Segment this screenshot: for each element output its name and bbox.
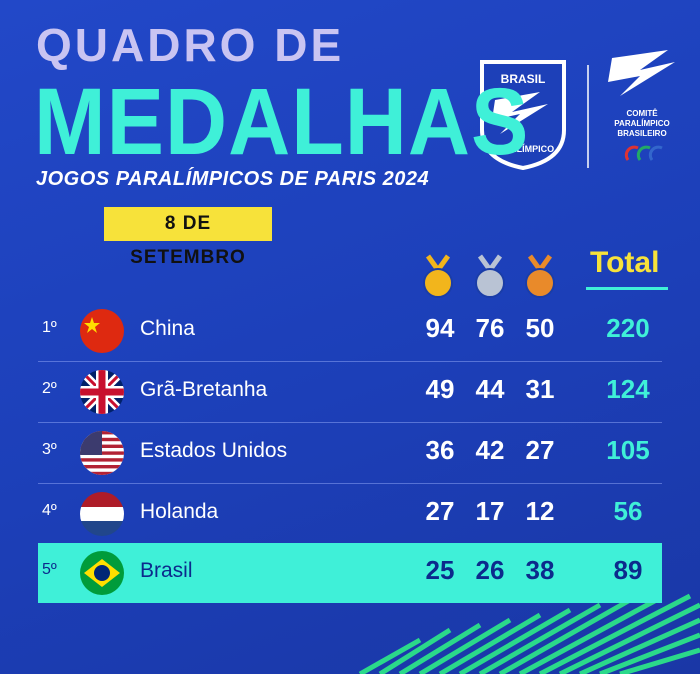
badge-top: BRASIL	[501, 72, 546, 86]
gold: 27	[425, 496, 455, 526]
total-header: Total	[590, 246, 660, 279]
silver: 17	[475, 496, 505, 526]
medal-icons	[423, 254, 555, 298]
total: 220	[606, 313, 650, 343]
silver: 42	[475, 435, 505, 465]
total: 56	[613, 496, 643, 526]
table-row: 3º Estados Unidos 36 42 27 105	[38, 423, 662, 484]
gold: 94	[425, 313, 455, 343]
silver: 44	[475, 374, 505, 404]
flag	[80, 431, 124, 475]
silver: 26	[475, 555, 505, 585]
committee-line: PARALÍMPICO	[614, 119, 669, 128]
subtitle: JOGOS PARALÍMPICOS DE PARIS 2024	[36, 168, 430, 190]
bronze: 31	[525, 374, 555, 404]
bronze: 27	[525, 435, 555, 465]
total: 105	[606, 435, 650, 465]
table-row: 5º Brasil 25 26 38 89	[38, 543, 662, 603]
flag	[80, 370, 124, 414]
rank: 3º	[42, 441, 57, 458]
silver: 76	[475, 313, 505, 343]
country: Holanda	[140, 500, 219, 523]
rank: 2º	[42, 380, 57, 397]
table-row: 1º China 94 76 50 220	[38, 301, 662, 362]
badge-bottom: PARALÍMPICO	[492, 144, 554, 154]
total: 89	[613, 555, 643, 585]
committee-line: BRASILEIRO	[617, 129, 666, 138]
table-row: 2º Grã-Bretanha 49 44 31 124	[38, 362, 662, 423]
country: China	[140, 317, 195, 340]
flag	[80, 309, 124, 353]
committee-line: COMITÊ	[626, 109, 658, 118]
table-row: 4º Holanda 27 17 12 56	[38, 484, 662, 545]
rank: 4º	[42, 502, 57, 519]
rank: 5º	[42, 561, 57, 578]
underline	[586, 287, 668, 290]
flag	[80, 551, 124, 595]
bronze: 12	[525, 496, 555, 526]
flag	[80, 492, 124, 536]
gold: 49	[425, 374, 455, 404]
gold: 25	[425, 555, 455, 585]
title-main: MEDALHAS	[34, 69, 530, 175]
date: 8 DE SETEMBRO	[104, 207, 272, 268]
total: 124	[606, 374, 650, 404]
bronze: 50	[525, 313, 555, 343]
country: Brasil	[140, 559, 193, 582]
title-line: QUADRO DE	[36, 19, 345, 71]
bronze: 38	[525, 555, 555, 585]
gold: 36	[425, 435, 455, 465]
country: Estados Unidos	[140, 439, 288, 462]
rank: 1º	[42, 319, 57, 336]
country: Grã-Bretanha	[140, 378, 268, 401]
